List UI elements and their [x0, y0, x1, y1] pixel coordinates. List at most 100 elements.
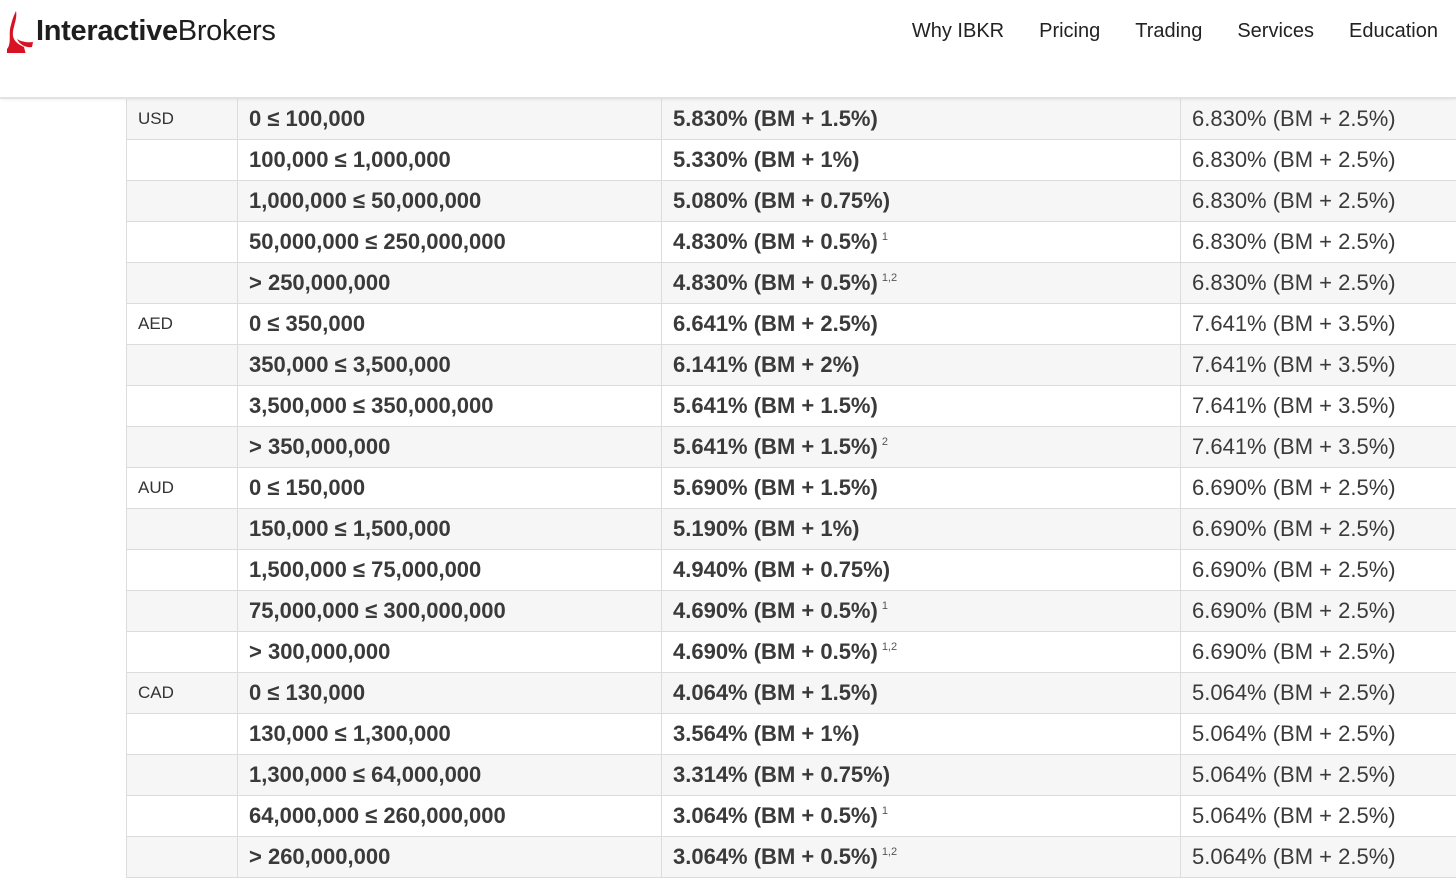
- table-row: AED 0 ≤ 350,000 6.641% (BM + 2.5%) 7.641% (…: [126, 303, 1456, 345]
- currency-cell: [126, 590, 238, 632]
- rate-secondary-cell-text: 5.064% (BM + 2.5%): [1192, 721, 1396, 746]
- tier-cell: 350,000 ≤ 3,500,000: [237, 344, 662, 386]
- table-row: 130,000 ≤ 1,300,000 3.564% (BM + 1%) 5.064…: [126, 713, 1456, 755]
- footnote-ref[interactable]: 1,2: [881, 846, 898, 858]
- rate-cell: 5.080% (BM + 0.75%): [661, 180, 1181, 222]
- table-row: USD 0 ≤ 100,000 5.830% (BM + 1.5%) 6.830% (…: [126, 99, 1456, 140]
- currency-cell: [126, 262, 238, 304]
- margin-rates-table: USD 0 ≤ 100,000 5.830% (BM + 1.5%) 6.830% (…: [126, 99, 1456, 878]
- tier-cell: > 350,000,000: [237, 426, 662, 468]
- currency-cell-text: AUD: [138, 478, 174, 497]
- rate-secondary-cell: 7.641% (BM + 3.5%): [1180, 344, 1456, 386]
- currency-cell: [126, 754, 238, 796]
- tier-cell-text: 130,000 ≤ 1,300,000: [249, 721, 451, 746]
- tier-cell-text: 350,000 ≤ 3,500,000: [249, 352, 451, 377]
- rate-cell-text: 3.314% (BM + 0.75%): [673, 762, 891, 787]
- rate-cell: 3.314% (BM + 0.75%): [661, 754, 1181, 796]
- nav-education[interactable]: Education: [1349, 20, 1438, 42]
- footnote-ref[interactable]: 1,2: [881, 641, 898, 653]
- rates-table-body: USD 0 ≤ 100,000 5.830% (BM + 1.5%) 6.830% (…: [126, 99, 1456, 878]
- rate-cell: 4.690% (BM + 0.5%) 1,2: [661, 631, 1181, 673]
- rate-secondary-cell-text: 6.830% (BM + 2.5%): [1192, 188, 1396, 213]
- tier-cell-text: > 350,000,000: [249, 434, 391, 459]
- tier-cell: 0 ≤ 130,000: [237, 672, 662, 714]
- rate-secondary-cell-text: 6.690% (BM + 2.5%): [1192, 516, 1396, 541]
- rate-secondary-cell: 5.064% (BM + 2.5%): [1180, 795, 1456, 837]
- rate-secondary-cell-text: 6.690% (BM + 2.5%): [1192, 639, 1396, 664]
- tier-cell-text: 3,500,000 ≤ 350,000,000: [249, 393, 494, 418]
- rate-cell: 5.330% (BM + 1%): [661, 139, 1181, 181]
- flame-logo-icon: [7, 11, 33, 53]
- rate-cell-text: 3.064% (BM + 0.5%): [673, 803, 878, 828]
- rate-cell: 5.641% (BM + 1.5%): [661, 385, 1181, 427]
- margin-rates-table-container: USD 0 ≤ 100,000 5.830% (BM + 1.5%) 6.830% (…: [126, 99, 1456, 878]
- rate-secondary-cell-text: 6.690% (BM + 2.5%): [1192, 475, 1396, 500]
- tier-cell-text: 150,000 ≤ 1,500,000: [249, 516, 451, 541]
- currency-cell: USD: [126, 99, 238, 140]
- rate-secondary-cell: 6.690% (BM + 2.5%): [1180, 508, 1456, 550]
- rate-secondary-cell-text: 5.064% (BM + 2.5%): [1192, 803, 1396, 828]
- tier-cell-text: 1,500,000 ≤ 75,000,000: [249, 557, 482, 582]
- rate-cell-text: 4.690% (BM + 0.5%): [673, 598, 878, 623]
- footnote-ref[interactable]: 1: [881, 231, 888, 243]
- tier-cell-text: 1,000,000 ≤ 50,000,000: [249, 188, 482, 213]
- rate-cell: 5.190% (BM + 1%): [661, 508, 1181, 550]
- rate-cell: 5.641% (BM + 1.5%) 2: [661, 426, 1181, 468]
- ibkr-logo[interactable]: InteractiveBrokers: [6, 6, 276, 56]
- table-row: 1,000,000 ≤ 50,000,000 5.080% (BM + 0.75%…: [126, 180, 1456, 222]
- table-row: 150,000 ≤ 1,500,000 5.190% (BM + 1%) 6.690…: [126, 508, 1456, 550]
- footnote-ref[interactable]: 1: [881, 600, 888, 612]
- rate-secondary-cell: 6.690% (BM + 2.5%): [1180, 590, 1456, 632]
- tier-cell: > 250,000,000: [237, 262, 662, 304]
- footnote-ref[interactable]: 1: [881, 805, 888, 817]
- rate-cell: 5.830% (BM + 1.5%): [661, 99, 1181, 140]
- table-row: 350,000 ≤ 3,500,000 6.141% (BM + 2%) 7.641…: [126, 344, 1456, 386]
- rate-cell-text: 5.330% (BM + 1%): [673, 147, 860, 172]
- rate-cell: 4.064% (BM + 1.5%): [661, 672, 1181, 714]
- table-row: > 260,000,000 3.064% (BM + 0.5%) 1,2 5.064%…: [126, 836, 1456, 878]
- currency-cell: [126, 221, 238, 263]
- tier-cell: 3,500,000 ≤ 350,000,000: [237, 385, 662, 427]
- rate-secondary-cell: 5.064% (BM + 2.5%): [1180, 672, 1456, 714]
- tier-cell-text: 0 ≤ 130,000: [249, 680, 366, 705]
- tier-cell: 0 ≤ 150,000: [237, 467, 662, 509]
- rate-cell: 6.641% (BM + 2.5%): [661, 303, 1181, 345]
- table-row: AUD 0 ≤ 150,000 5.690% (BM + 1.5%) 6.690% (…: [126, 467, 1456, 509]
- currency-cell: [126, 549, 238, 591]
- rate-cell-text: 4.830% (BM + 0.5%): [673, 270, 878, 295]
- nav-why-ibkr[interactable]: Why IBKR: [911, 20, 1005, 42]
- logo-text-light: Brokers: [177, 14, 276, 47]
- rate-secondary-cell-text: 7.641% (BM + 3.5%): [1192, 311, 1396, 336]
- currency-cell: [126, 795, 238, 837]
- currency-cell: CAD: [126, 672, 238, 714]
- currency-cell: [126, 426, 238, 468]
- currency-cell: [126, 139, 238, 181]
- nav-pricing[interactable]: Pricing: [1039, 20, 1101, 42]
- rate-secondary-cell-text: 6.830% (BM + 2.5%): [1192, 106, 1396, 131]
- tier-cell-text: 75,000,000 ≤ 300,000,000: [249, 598, 506, 623]
- table-row: 100,000 ≤ 1,000,000 5.330% (BM + 1%) 6.830…: [126, 139, 1456, 181]
- rate-cell: 6.141% (BM + 2%): [661, 344, 1181, 386]
- currency-cell-text: CAD: [138, 683, 174, 702]
- currency-cell: [126, 508, 238, 550]
- nav-services[interactable]: Services: [1237, 20, 1315, 42]
- rate-secondary-cell: 7.641% (BM + 3.5%): [1180, 426, 1456, 468]
- nav-trading[interactable]: Trading: [1135, 20, 1203, 42]
- rate-secondary-cell: 5.064% (BM + 2.5%): [1180, 836, 1456, 878]
- table-row: 64,000,000 ≤ 260,000,000 3.064% (BM + 0.5…: [126, 795, 1456, 837]
- tier-cell-text: 50,000,000 ≤ 250,000,000: [249, 229, 506, 254]
- rate-secondary-cell: 7.641% (BM + 3.5%): [1180, 385, 1456, 427]
- rate-cell: 3.064% (BM + 0.5%) 1,2: [661, 836, 1181, 878]
- tier-cell: 0 ≤ 350,000: [237, 303, 662, 345]
- rate-secondary-cell: 6.690% (BM + 2.5%): [1180, 467, 1456, 509]
- main-nav: Why IBKR Pricing Trading Services Educat…: [912, 20, 1438, 43]
- footnote-ref[interactable]: 1,2: [881, 272, 898, 284]
- footnote-ref[interactable]: 2: [881, 436, 888, 448]
- tier-cell: 75,000,000 ≤ 300,000,000: [237, 590, 662, 632]
- tier-cell-text: 64,000,000 ≤ 260,000,000: [249, 803, 506, 828]
- table-row: > 250,000,000 4.830% (BM + 0.5%) 1,2 6.830%…: [126, 262, 1456, 304]
- site-header: InteractiveBrokers Why IBKR Pricing Trad…: [0, 0, 1456, 99]
- rate-secondary-cell: 6.830% (BM + 2.5%): [1180, 99, 1456, 140]
- tier-cell-text: 0 ≤ 100,000: [249, 106, 366, 131]
- rate-secondary-cell-text: 5.064% (BM + 2.5%): [1192, 680, 1396, 705]
